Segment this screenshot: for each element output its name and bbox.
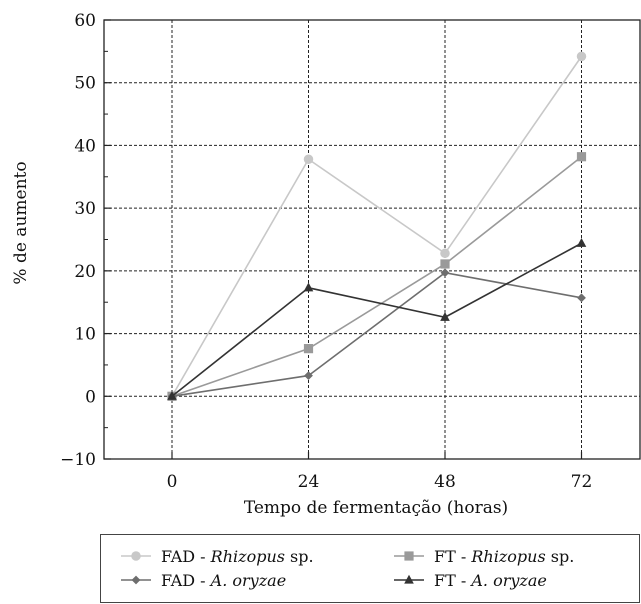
x-tick-label: 0 [167,472,178,492]
x-tick-label: 72 [571,472,593,492]
axis-labels: % de aumento Tempo de fermentação (horas… [11,161,508,518]
data-point [440,248,450,259]
y-tick-label: 60 [74,11,96,31]
data-point [576,51,587,62]
series-line [171,156,582,398]
legend-marker-ft-rhizopus [394,551,424,561]
series-line [171,55,583,397]
series-0 [167,51,587,402]
x-tick-label: 24 [298,472,320,492]
legend-suffix: sp. [284,546,314,566]
data-point [303,282,314,292]
legend-italic: A. oryzae [210,570,287,590]
series-line [171,242,582,397]
legend-marker-fad-rhizopus [121,551,151,561]
y-tick-label: 10 [74,325,96,345]
series-2 [167,268,586,401]
legend-item-fad-rhizopus: FAD - Rhizopus sp. [119,546,314,566]
legend-prefix: FT - [434,570,472,590]
data-point [576,237,587,247]
legend-item-ft-oryzae: FT - A. oryzae [392,570,547,590]
y-tick-label: 40 [74,136,96,156]
x-tick-label: 48 [434,472,456,492]
x-axis-label: Tempo de fermentação (horas) [244,498,508,518]
data-point [303,154,314,164]
legend-symbol [131,551,141,561]
legend-marker-ft-oryzae [394,574,424,584]
y-tick-label: 20 [74,262,96,282]
y-axis-label: % de aumento [11,161,31,284]
series-line [171,271,582,398]
data-point [440,311,450,321]
data-point [303,344,314,354]
data-point [576,152,587,162]
data-point [167,391,177,400]
series-1 [167,152,587,401]
legend-item-ft-rhizopus: FT - Rhizopus sp. [392,546,574,566]
series-lines [167,51,587,402]
legend-suffix: sp. [545,546,575,566]
y-tick-label: 50 [74,74,96,94]
legend-marker-fad-oryzae [121,575,151,585]
data-point [440,268,450,278]
legend-symbol [404,551,414,561]
legend-item-fad-oryzae: FAD - A. oryzae [119,570,286,590]
data-point [440,259,450,269]
legend-prefix: FAD - [161,546,211,566]
data-point [577,293,586,303]
axes: −10 0 10 20 30 40 50 60 0 24 48 72 [60,11,641,492]
legend-symbol [404,574,414,584]
legend-prefix: FAD - [161,570,211,590]
legend-italic: Rhizopus [210,546,285,566]
legend: FAD - Rhizopus sp. FT - Rhizopus sp. FAD… [100,534,640,603]
legend-prefix: FT - [434,546,472,566]
y-tick-label: 30 [74,199,96,219]
data-point [304,371,313,380]
y-tick-label: 0 [85,387,96,407]
line-chart: −10 0 10 20 30 40 50 60 0 24 48 72 % de aumento Tem… [11,11,641,518]
series-3 [167,237,587,400]
legend-italic: A. oryzae [471,570,547,590]
plot-frame [103,19,641,460]
legend-italic: Rhizopus [471,546,546,566]
gridlines [104,20,640,459]
y-tick-label: −10 [60,450,96,470]
legend-symbol [131,575,141,585]
